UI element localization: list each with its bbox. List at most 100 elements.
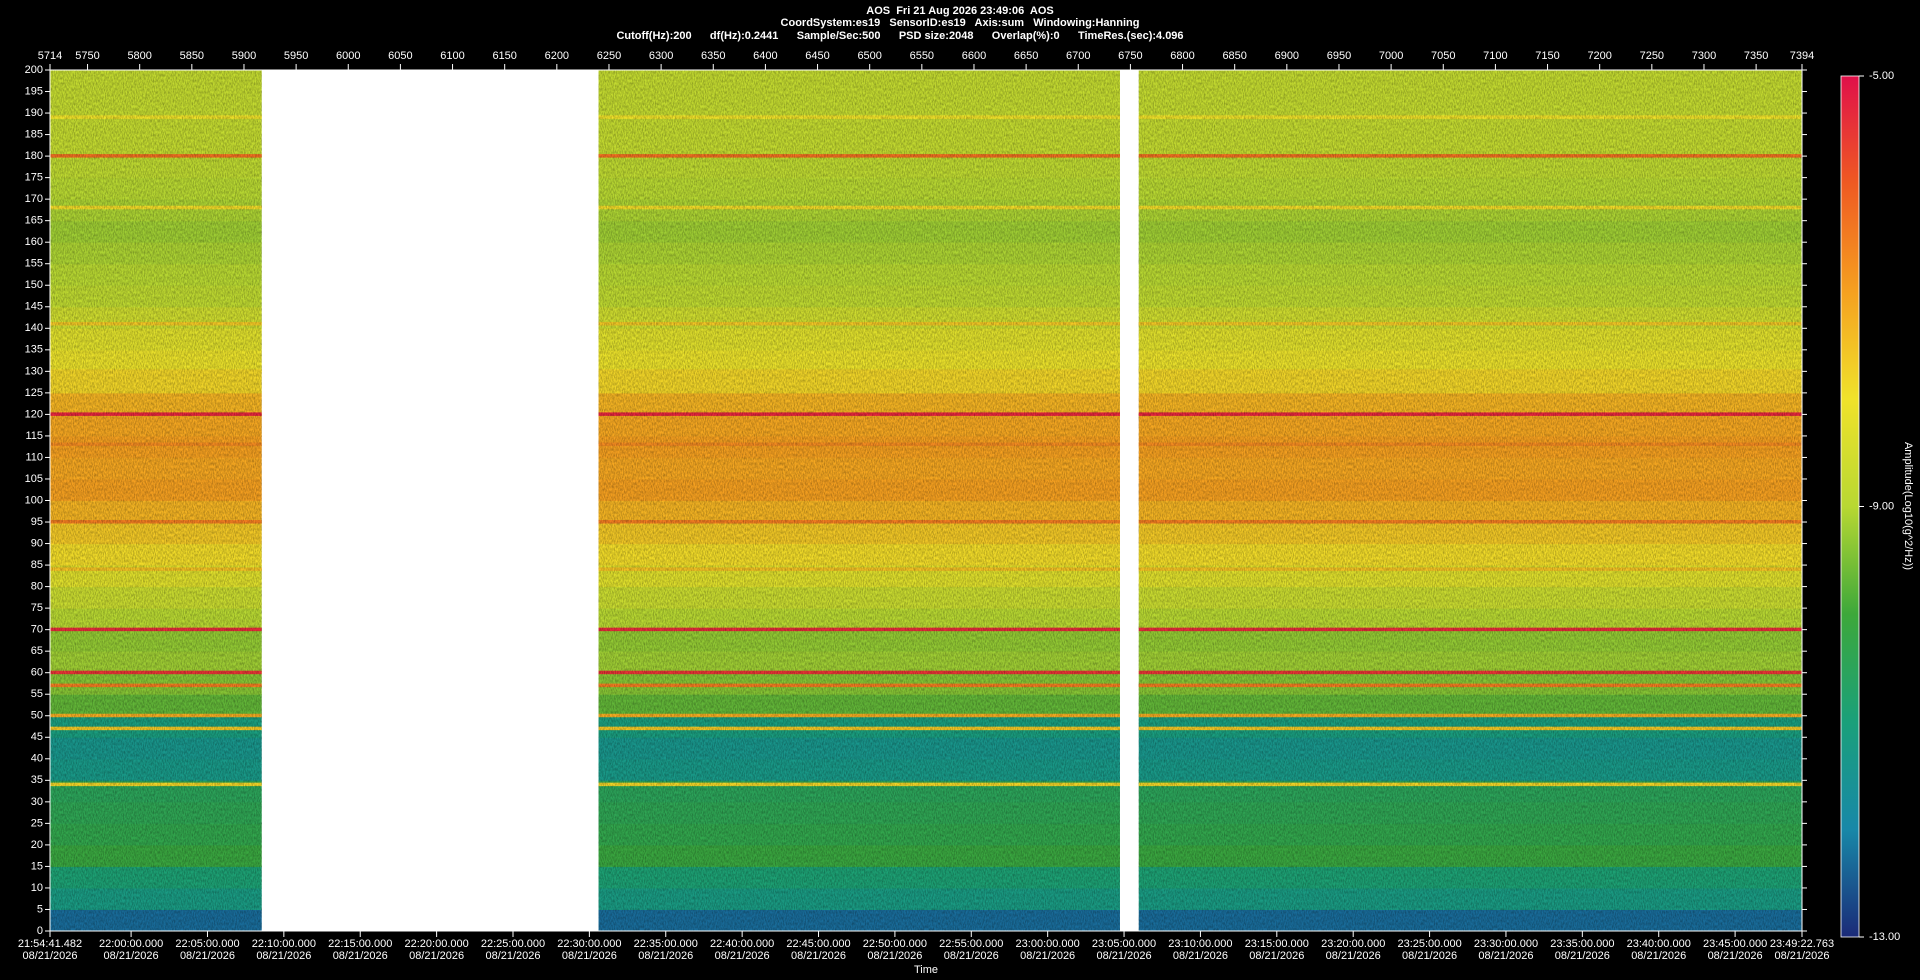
x-tick-label: 7300 (1692, 50, 1716, 62)
noise-texture (598, 70, 1120, 931)
time-tick-date: 08/21/2026 (1708, 950, 1763, 962)
y-tick-label: 125 (25, 387, 43, 399)
x-tick-label: 6300 (649, 50, 673, 62)
y-tick-label: 150 (25, 279, 43, 291)
time-tick-label: 23:35:00.000 (1550, 938, 1614, 950)
y-tick-label: 200 (25, 64, 43, 76)
x-tick-label: 6850 (1222, 50, 1246, 62)
x-tick-label: 6350 (701, 50, 725, 62)
x-tick-label: 6750 (1118, 50, 1142, 62)
time-tick-label: 23:30:00.000 (1474, 938, 1538, 950)
y-tick-label: 170 (25, 193, 43, 205)
time-tick-date: 08/21/2026 (1774, 950, 1829, 962)
x-tick-label: 5714 (38, 50, 62, 62)
x-tick-label: 6250 (597, 50, 621, 62)
time-tick-label: 21:54:41.482 (18, 938, 82, 950)
x-tick-label: 6650 (1014, 50, 1038, 62)
y-tick-label: 145 (25, 301, 43, 313)
header-line: Cutoff(Hz):200 df(Hz):0.2441 Sample/Sec:… (616, 30, 1183, 42)
x-tick-label: 5850 (180, 50, 204, 62)
time-tick-date: 08/21/2026 (1478, 950, 1533, 962)
time-tick-date: 08/21/2026 (256, 950, 311, 962)
y-tick-label: 20 (31, 839, 43, 851)
time-tick-label: 23:25:00.000 (1397, 938, 1461, 950)
y-tick-label: 130 (25, 365, 43, 377)
x-tick-label: 6700 (1066, 50, 1090, 62)
x-tick-label: 7350 (1744, 50, 1768, 62)
time-tick-date: 08/21/2026 (638, 950, 693, 962)
noise-texture (1138, 70, 1802, 931)
y-tick-label: 75 (31, 602, 43, 614)
y-tick-label: 175 (25, 172, 43, 184)
colorbar-tick-label: -9.00 (1869, 500, 1894, 512)
header-line: CoordSystem:es19 SensorID:es19 Axis:sum … (781, 17, 1140, 29)
time-tick-label: 23:45:00.000 (1703, 938, 1767, 950)
y-tick-label: 60 (31, 667, 43, 679)
time-tick-date: 08/21/2026 (1631, 950, 1686, 962)
x-tick-label: 7394 (1790, 50, 1814, 62)
time-tick-label: 23:49:22.763 (1770, 938, 1834, 950)
x-tick-label: 6500 (857, 50, 881, 62)
x-tick-label: 6550 (910, 50, 934, 62)
time-tick-label: 22:05:00.000 (175, 938, 239, 950)
x-tick-label: 7150 (1535, 50, 1559, 62)
time-tick-date: 08/21/2026 (944, 950, 999, 962)
x-axis-title: Time (914, 964, 938, 976)
y-tick-label: 185 (25, 128, 43, 140)
x-tick-label: 5800 (127, 50, 151, 62)
y-tick-label: 35 (31, 774, 43, 786)
time-tick-label: 22:30:00.000 (557, 938, 621, 950)
x-tick-label: 6200 (545, 50, 569, 62)
x-tick-label: 7100 (1483, 50, 1507, 62)
y-tick-label: 65 (31, 645, 43, 657)
time-tick-label: 22:40:00.000 (710, 938, 774, 950)
y-tick-label: 180 (25, 150, 43, 162)
y-tick-label: 195 (25, 85, 43, 97)
y-tick-label: 115 (25, 430, 43, 442)
time-tick-date: 08/21/2026 (1020, 950, 1075, 962)
time-tick-date: 08/21/2026 (1249, 950, 1304, 962)
y-tick-label: 25 (31, 817, 43, 829)
x-tick-label: 7200 (1587, 50, 1611, 62)
time-tick-label: 22:10:00.000 (252, 938, 316, 950)
time-tick-date: 08/21/2026 (1173, 950, 1228, 962)
y-tick-label: 0 (37, 925, 43, 937)
time-tick-date: 08/21/2026 (1326, 950, 1381, 962)
time-tick-label: 22:45:00.000 (786, 938, 850, 950)
x-tick-label: 7250 (1640, 50, 1664, 62)
x-tick-label: 5950 (284, 50, 308, 62)
y-tick-label: 15 (31, 860, 43, 872)
colorbar-tick-label: -5.00 (1869, 70, 1894, 82)
x-tick-label: 6400 (753, 50, 777, 62)
y-tick-label: 50 (31, 710, 43, 722)
y-tick-label: 90 (31, 537, 43, 549)
y-tick-label: 70 (31, 624, 43, 636)
x-tick-label: 6150 (492, 50, 516, 62)
y-tick-label: 100 (25, 494, 43, 506)
time-tick-label: 23:40:00.000 (1627, 938, 1691, 950)
colorbar-tick-label: -13.00 (1869, 931, 1900, 943)
time-tick-label: 23:20:00.000 (1321, 938, 1385, 950)
x-tick-label: 6050 (388, 50, 412, 62)
time-tick-date: 08/21/2026 (562, 950, 617, 962)
y-tick-label: 40 (31, 753, 43, 765)
time-tick-date: 08/21/2026 (867, 950, 922, 962)
y-tick-label: 120 (25, 408, 43, 420)
time-tick-label: 22:35:00.000 (634, 938, 698, 950)
time-tick-date: 08/21/2026 (333, 950, 388, 962)
x-tick-label: 6000 (336, 50, 360, 62)
time-tick-date: 08/21/2026 (791, 950, 846, 962)
y-tick-label: 135 (25, 344, 43, 356)
x-tick-label: 6900 (1275, 50, 1299, 62)
time-tick-label: 22:55:00.000 (939, 938, 1003, 950)
header-line: AOS Fri 21 Aug 2026 23:49:06 AOS (866, 5, 1053, 17)
x-tick-label: 7050 (1431, 50, 1455, 62)
x-tick-label: 6950 (1327, 50, 1351, 62)
y-tick-label: 190 (25, 107, 43, 119)
y-tick-label: 85 (31, 559, 43, 571)
time-tick-date: 08/21/2026 (1555, 950, 1610, 962)
noise-texture (50, 70, 262, 931)
y-tick-label: 55 (31, 688, 43, 700)
x-tick-label: 6600 (962, 50, 986, 62)
time-tick-date: 08/21/2026 (104, 950, 159, 962)
